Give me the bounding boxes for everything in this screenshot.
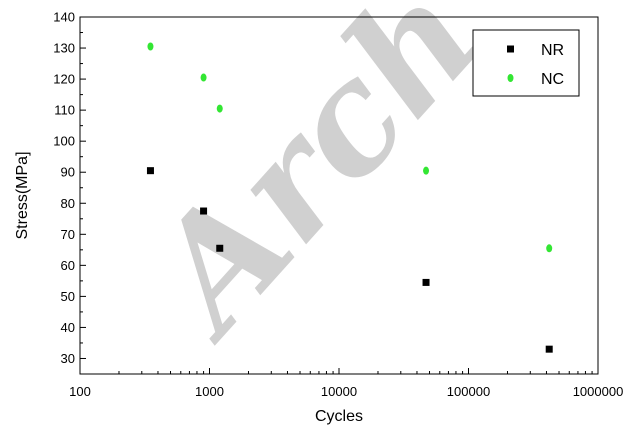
y-tick-label: 30 <box>61 351 75 366</box>
point-nr <box>545 345 553 353</box>
y-tick-label: 40 <box>61 320 75 335</box>
point-nc <box>216 104 223 113</box>
point-nc <box>200 73 207 82</box>
y-tick-label: 130 <box>53 41 75 56</box>
watermark-text: Arch <box>111 0 515 370</box>
y-tick-label: 110 <box>54 103 75 118</box>
legend-marker-nc <box>507 74 514 82</box>
y-axis-title: Stress(MPa] <box>14 151 31 239</box>
y-tick-label: 100 <box>53 134 75 149</box>
y-tick-label: 60 <box>61 258 75 273</box>
point-nr <box>200 207 208 215</box>
x-tick-label: 100000 <box>447 384 490 399</box>
y-tick-label: 80 <box>61 196 75 211</box>
point-nc <box>546 244 553 253</box>
watermark-layer: Arch <box>111 0 515 370</box>
legend-label-nr: NR <box>541 42 564 59</box>
y-tick-label: 90 <box>61 165 75 180</box>
point-nc <box>147 42 154 51</box>
y-tick-label: 120 <box>53 72 75 87</box>
y-axis-ticks: 30 40 50 60 70 80 90 100 110 120 130 140 <box>53 10 86 366</box>
x-tick-label: 1000 <box>195 384 224 399</box>
y-tick-label: 70 <box>61 227 75 242</box>
y-tick-label: 50 <box>61 289 75 304</box>
point-nr <box>216 244 224 252</box>
x-tick-label: 100 <box>69 384 91 399</box>
legend-box <box>472 29 580 97</box>
point-nr <box>422 278 430 286</box>
legend: NR NC <box>472 29 580 97</box>
legend-label-nc: NC <box>541 71 564 88</box>
point-nr <box>146 167 154 175</box>
x-tick-label: 1000000 <box>573 384 623 399</box>
point-nc <box>423 166 430 175</box>
x-tick-label: 10000 <box>321 384 357 399</box>
legend-marker-nr <box>507 45 514 53</box>
y-tick-label: 140 <box>53 10 75 25</box>
data-points <box>146 42 553 353</box>
x-axis-title: Cycles <box>315 408 363 425</box>
x-axis-ticks: 100 1000 10000 100000 1000000 <box>69 368 623 399</box>
